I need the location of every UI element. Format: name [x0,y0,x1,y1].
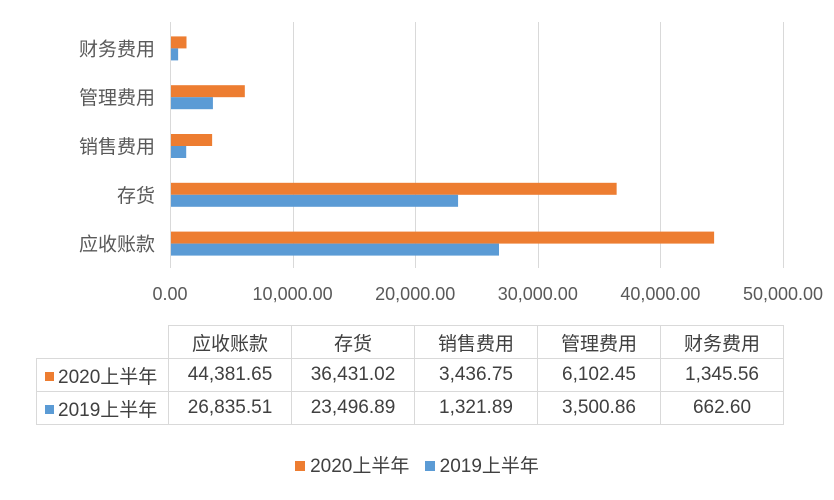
bar-series-1 [171,97,213,110]
table-cell: 36,431.02 [291,358,415,392]
table-cell: 662.60 [660,391,784,425]
x-tick-label: 40,000.00 [620,284,700,304]
bar-series-0 [171,134,213,146]
legend-swatch [295,460,306,471]
x-tick-label: 50,000.00 [743,284,823,304]
table-header-cell: 应收账款 [168,325,292,359]
category-label: 财务费用 [79,38,155,60]
table-header-cell: 财务费用 [660,325,784,359]
bar-series-1 [171,194,459,207]
table-cell: 44,381.65 [168,358,292,392]
table-cell: 1,345.56 [660,358,784,392]
x-tick-label: 0.00 [152,284,187,304]
x-tick-label: 30,000.00 [498,284,578,304]
table-corner-cell [36,325,169,359]
legend-key-swatch [45,371,54,381]
table-header-cell: 销售费用 [414,325,538,359]
table-cell: 6,102.45 [537,358,661,392]
legend-key-swatch [45,404,54,414]
legend-item: 2020上半年 [295,456,409,478]
table-row: 2020上半年 44,381.65 36,431.02 3,436.75 6,1… [36,358,784,392]
table-row-label-cell: 2019上半年 [36,391,169,425]
legend-swatch [424,460,435,471]
table-row-label-cell: 2020上半年 [36,358,169,392]
table-header-cell: 存货 [291,325,415,359]
bar-series-1 [171,243,500,256]
legend-label: 2020上半年 [310,456,410,477]
table-header-cell: 管理费用 [537,325,661,359]
table-cell: 26,835.51 [168,391,292,425]
category-label: 应收账款 [79,234,155,256]
table-cell: 23,496.89 [291,391,415,425]
data-table: 应收账款 存货 销售费用 管理费用 财务费用 2020上半年 44,381.65… [36,325,784,425]
category-label: 销售费用 [79,136,155,158]
table-cell: 3,436.75 [414,358,538,392]
table-row-label: 2019上半年 [58,399,158,421]
x-tick-label: 20,000.00 [375,284,455,304]
bar-chart: 0.00 10,000.00 20,000.00 30,000.00 40,000.00… [79,22,823,304]
table-cell: 1,321.89 [414,391,538,425]
category-label: 管理费用 [79,87,155,109]
table-header-row: 应收账款 存货 销售费用 管理费用 财务费用 [36,325,784,359]
legend-label: 2019上半年 [439,456,539,477]
table-row-label: 2020上半年 [58,366,158,388]
category-label: 存货 [117,185,155,207]
bar-series-0 [171,231,715,244]
bar-series-0 [171,36,187,49]
legend-item: 2019上半年 [424,456,539,478]
x-tick-label: 10,000.00 [253,284,333,304]
table-row: 2019上半年 26,835.51 23,496.89 1,321.89 3,5… [36,391,784,425]
bar-series-0 [171,85,245,98]
bar-series-0 [171,182,617,195]
bar-series-1 [171,48,179,61]
chart-legend: 2020上半年 2019上半年 [0,456,834,478]
table-cell: 3,500.86 [537,391,661,425]
bar-series-1 [171,146,187,158]
